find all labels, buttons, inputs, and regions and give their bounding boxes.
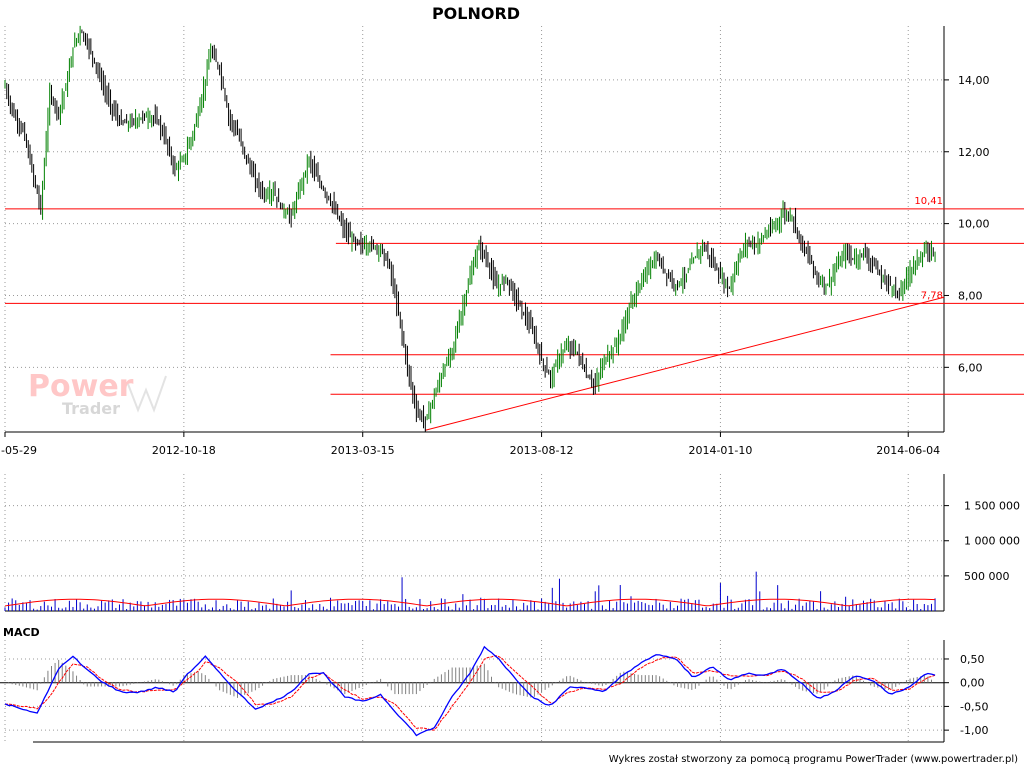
price-x-tick-label: 2014-01-10 (688, 444, 752, 457)
price-y-tick-label: 6,00 (958, 361, 983, 374)
price-y-tick-label: 14,00 (958, 74, 990, 87)
level-label: 7,78 (921, 290, 943, 301)
level-label: 10,41 (914, 196, 943, 207)
volume-bars (4, 571, 936, 611)
volume-y-tick-label: 500 000 (964, 570, 1010, 583)
price-panel: 2012-05-29 2012-10-18 2013-03-15 2013-08-12… (0, 25, 1024, 457)
logo-power-text: Power (28, 369, 134, 404)
price-y-tick-label: 12,00 (958, 146, 990, 159)
macd-y-tick-label: 0,50 (960, 653, 985, 666)
volume-panel: 500 000 1 000 000 1 500 000 (4, 474, 1020, 612)
price-x-tick-label: 2013-03-15 (331, 444, 395, 457)
macd-histogram (8, 659, 932, 698)
macd-title: MACD (3, 626, 40, 639)
macd-y-tick-label: -0,50 (960, 700, 988, 713)
trend-line (425, 296, 945, 431)
volume-y-tick-label: 1 500 000 (964, 500, 1020, 513)
macd-panel: 0,50 0,00 -0,50 -1,00 (0, 640, 988, 743)
price-x-tick-label: 2012-05-29 (0, 444, 37, 457)
price-x-tick-label: 2012-10-18 (152, 444, 216, 457)
powertrader-logo: Power Trader (28, 369, 167, 418)
price-y-tick-label: 10,00 (958, 218, 990, 231)
chart-title: POLNORD (432, 4, 520, 23)
logo-trader-text: Trader (62, 399, 120, 418)
volume-y-tick-label: 1 000 000 (964, 535, 1020, 548)
price-bars (4, 25, 936, 432)
macd-signal-line (4, 654, 936, 731)
volume-average-line (4, 598, 936, 607)
price-y-tick-label: 8,00 (958, 289, 983, 302)
price-x-tick-label: 2014-06-04 (876, 444, 940, 457)
macd-y-tick-label: 0,00 (960, 677, 985, 690)
footer-credit: Wykres został stworzony za pomocą progra… (609, 754, 1018, 765)
macd-line (4, 645, 936, 737)
price-x-tick-label: 2013-08-12 (510, 444, 574, 457)
macd-y-tick-label: -1,00 (960, 724, 988, 737)
